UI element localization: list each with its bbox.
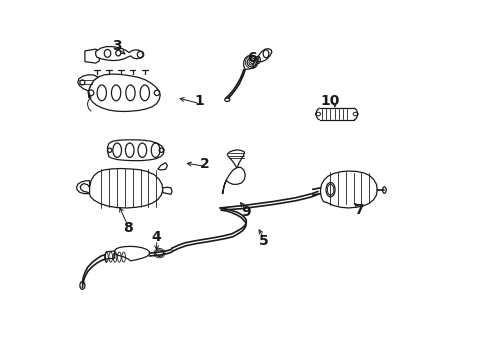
Polygon shape xyxy=(78,75,98,91)
Text: 7: 7 xyxy=(354,203,364,217)
Polygon shape xyxy=(320,171,376,208)
Polygon shape xyxy=(89,168,163,208)
Polygon shape xyxy=(163,187,172,194)
Polygon shape xyxy=(258,49,271,62)
Polygon shape xyxy=(158,163,167,170)
Polygon shape xyxy=(85,49,99,63)
Text: 1: 1 xyxy=(194,94,204,108)
Polygon shape xyxy=(244,55,258,69)
Polygon shape xyxy=(77,181,89,194)
Polygon shape xyxy=(88,74,160,112)
Polygon shape xyxy=(115,246,149,261)
Text: 8: 8 xyxy=(123,221,133,235)
Polygon shape xyxy=(96,46,143,60)
Text: 10: 10 xyxy=(320,94,340,108)
Text: 2: 2 xyxy=(200,157,209,171)
Polygon shape xyxy=(107,140,164,161)
Text: 4: 4 xyxy=(151,230,161,244)
Polygon shape xyxy=(222,167,244,194)
Text: 5: 5 xyxy=(259,234,268,248)
Text: 6: 6 xyxy=(246,51,256,65)
Text: 3: 3 xyxy=(112,39,122,53)
Text: 9: 9 xyxy=(241,205,251,219)
Polygon shape xyxy=(227,150,244,167)
